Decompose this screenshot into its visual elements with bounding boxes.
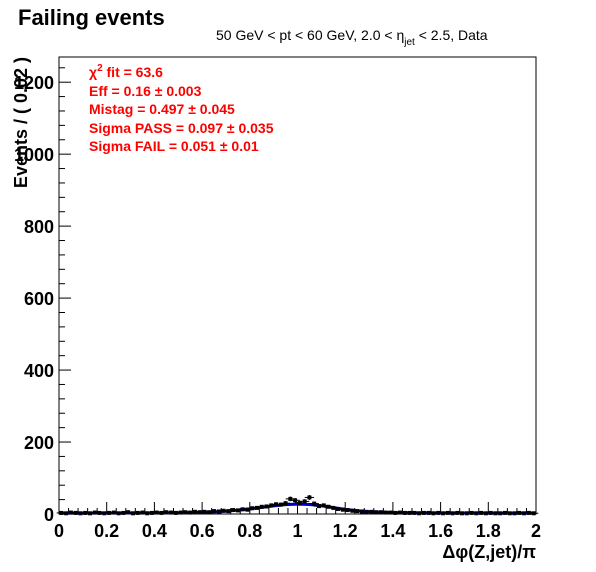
x-tick-labels: 0 0.2 0.4 0.6 0.8 1 1.2 1.4 1.6 1.8 2 <box>54 521 541 541</box>
x-tick-label: 1.2 <box>333 521 358 541</box>
fit-chi2-text: fit = 63.6 <box>103 64 164 80</box>
x-tick-label: 0 <box>54 521 64 541</box>
y-axis-label: Events / ( 0.02 ) <box>11 57 31 188</box>
chart-subtitle: 50 GeV < pt < 60 GeV, 2.0 < ηjet < 2.5, … <box>216 27 488 48</box>
subtitle-part2: < 2.5, Data <box>415 27 488 43</box>
y-tick-label: 1200 <box>14 73 54 93</box>
y-tick-label: 800 <box>24 217 54 237</box>
x-tick-label: 0.4 <box>142 521 167 541</box>
fit-chi2-symbol: χ <box>89 64 97 80</box>
data-point <box>528 511 539 516</box>
data-point <box>309 501 319 506</box>
y-tick-label: 200 <box>24 433 54 453</box>
y-tick-label: 600 <box>24 289 54 309</box>
y-tick-label: 0 <box>44 505 54 525</box>
fit-mistag: Mistag = 0.497 ± 0.045 <box>89 101 235 117</box>
fit-chi2-sup: 2 <box>97 63 103 74</box>
subtitle-eta: η <box>396 27 404 43</box>
data-point <box>290 498 300 503</box>
x-tick-label: 1 <box>292 521 302 541</box>
data-point <box>299 499 310 504</box>
fit-chi2: χ2 fit = 63.6 <box>89 63 163 80</box>
y-tick-label: 400 <box>24 361 54 381</box>
x-tick-label: 1.8 <box>476 521 501 541</box>
fit-sigma-pass: Sigma PASS = 0.097 ± 0.035 <box>89 120 274 136</box>
chart-title: Failing events <box>18 5 165 30</box>
x-tick-label: 2 <box>531 521 541 541</box>
data-point <box>280 501 291 506</box>
x-tick-label: 0.2 <box>94 521 119 541</box>
x-tick-label: 0.8 <box>237 521 262 541</box>
y-axis-ticks <box>59 67 71 515</box>
x-tick-label: 1.4 <box>380 521 405 541</box>
y-tick-labels: 0 200 400 600 800 1000 1200 <box>14 73 54 525</box>
x-tick-label: 1.6 <box>428 521 453 541</box>
fit-eff: Eff = 0.16 ± 0.003 <box>89 83 202 99</box>
x-axis-label: Δφ(Z,jet)/π <box>442 542 536 562</box>
y-tick-label: 1000 <box>14 145 54 165</box>
data-points-layer <box>56 495 539 516</box>
subtitle-part1: 50 GeV < pt < 60 GeV, 2.0 < <box>216 27 396 43</box>
fit-sigma-fail: Sigma FAIL = 0.051 ± 0.01 <box>89 138 259 154</box>
fit-results: χ2 fit = 63.6 Eff = 0.16 ± 0.003 Mistag … <box>89 63 274 154</box>
data-point <box>304 495 315 500</box>
subtitle-eta-sub: jet <box>403 37 415 48</box>
x-tick-label: 0.6 <box>190 521 215 541</box>
